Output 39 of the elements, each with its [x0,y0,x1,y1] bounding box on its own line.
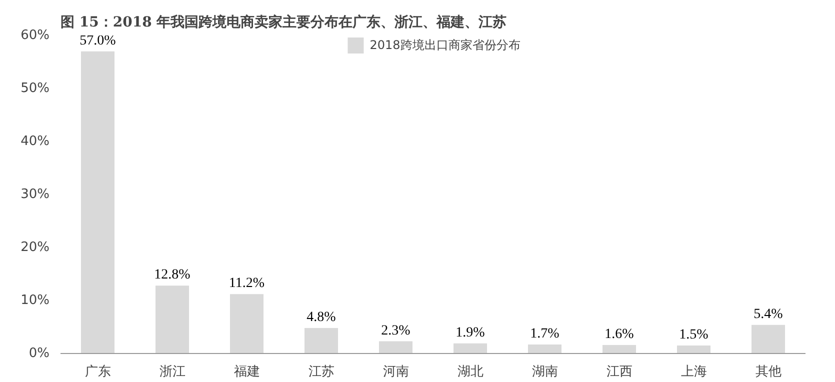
bar [751,324,786,354]
data-label: 1.7% [530,326,560,342]
x-tick-label: 上海 [680,364,707,380]
x-tick-label: 广东 [84,364,111,380]
data-label: 4.8% [306,310,336,326]
chart-title: 图 15：2018 年我国跨境电商卖家主要分布在广东、浙江、福建、江苏 [60,14,507,30]
data-label: 12.8% [154,268,191,283]
data-label: 5.4% [754,306,784,322]
data-label: 11.2% [228,276,265,292]
x-tick-label: 湖南 [532,364,558,380]
x-tick-label: 福建 [234,364,260,380]
bar [155,286,190,354]
x-tick-label: 河南 [382,364,409,380]
x-tick-label: 江苏 [308,364,334,380]
bar [304,328,338,354]
y-tick-label: 50% [20,81,50,96]
data-label: 1.9% [456,325,486,340]
y-tick-label: 40% [20,134,50,149]
bar [230,294,264,354]
legend-label: 2018跨境出口商家省份分布 [370,36,520,54]
x-tick-label: 浙江 [159,364,186,380]
y-tick-label: 30% [20,187,50,202]
bar [602,345,636,354]
bar [528,344,562,354]
x-tick-label: 江西 [606,364,632,380]
data-label: 57.0% [80,33,116,48]
data-label: 2.3% [381,323,411,338]
y-tick-label: 60% [20,28,50,43]
x-tick-label: 湖北 [457,364,484,380]
bar [80,51,115,354]
data-label: 1.6% [604,327,634,342]
bar [676,346,711,354]
bar [378,341,413,354]
data-label: 1.5% [679,328,709,343]
y-tick-label: 0% [28,346,50,361]
bar [453,343,488,354]
y-tick-label: 10% [20,293,50,308]
y-tick-label: 20% [20,240,50,255]
x-tick-label: 其他 [755,364,782,380]
